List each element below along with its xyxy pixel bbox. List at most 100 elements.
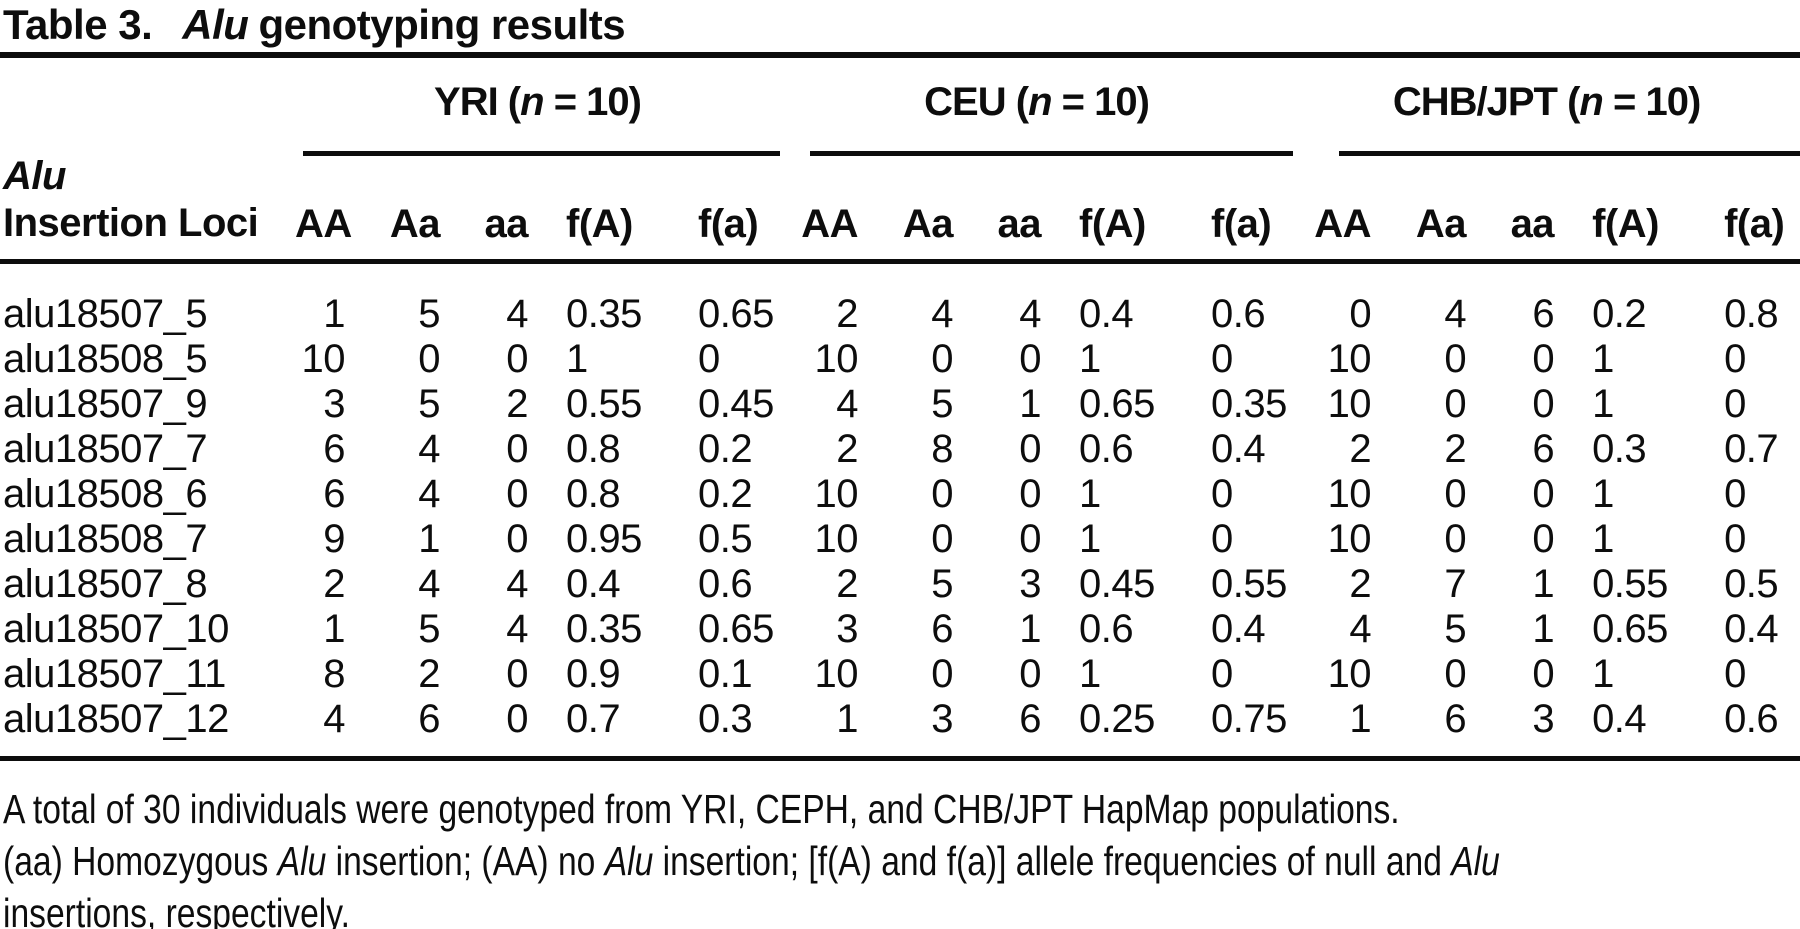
cell-alu18508_5-chb-aa: 0: [1532, 337, 1555, 381]
cell-alu18507_12-yri-f(A): 0.7: [566, 697, 621, 741]
footnote-italic-term: Alu: [604, 838, 654, 884]
col-header-yri-AA: AA: [295, 156, 357, 264]
cell-alu18508_5-ceu-f(a): 0: [1211, 337, 1233, 381]
footnote-italic-term: Alu: [277, 838, 327, 884]
stub-header-line1: Alu: [3, 154, 66, 198]
cell-alu18507_8-yri-AA: 2: [323, 562, 345, 606]
cell-alu18508_7-chb-aa: 0: [1532, 517, 1555, 561]
cell-alu18507_5-ceu-f(A): 0.4: [1079, 292, 1134, 336]
cell-alu18507_7-ceu-f(a): 0.4: [1211, 427, 1266, 471]
col-header-yri-Aa: Aa: [357, 156, 452, 264]
cell-alu18508_7-chb-f(A): 1: [1592, 517, 1614, 561]
cell-alu18507_12-ceu-aa: 6: [1019, 697, 1042, 741]
cell-alu18507_9-ceu-f(A): 0.65: [1079, 382, 1155, 426]
group-label-text: YRI (: [434, 80, 521, 124]
cell-alu18507_8-yri-f(A): 0.4: [566, 562, 621, 606]
cell-alu18507_8-chb-f(A): 0.55: [1592, 562, 1668, 606]
cell-alu18508_7-ceu-f(A): 1: [1079, 517, 1101, 561]
cell-alu18507_9-yri-Aa: 5: [418, 382, 440, 426]
cell-alu18507_10-yri-AA: 1: [323, 607, 345, 651]
cell-alu18507_5-yri-f(A): 0.35: [566, 292, 642, 336]
cell-alu18507_12-chb-f(A): 0.4: [1592, 697, 1647, 741]
cell-alu18507_12-chb-f(a): 0.6: [1724, 697, 1779, 741]
cell-alu18507_9-ceu-Aa: 5: [931, 382, 954, 426]
table-number: Table 3.: [3, 1, 153, 48]
cell-alu18507_7-chb-aa: 6: [1532, 427, 1555, 471]
table-row: alu18508_5 10 0 0 1 0 10 0 0 1 0 10 0 0 1 0: [0, 337, 1800, 382]
footnote-line: insertions, respectively.: [3, 887, 1477, 929]
cell-alu18507_12-ceu-AA: 1: [836, 697, 859, 741]
table-footnotes: A total of 30 individuals were genotyped…: [3, 783, 1800, 929]
cell-alu18508_6-chb-f(a): 0: [1724, 472, 1746, 516]
cell-alu18507_9-ceu-aa: 1: [1019, 382, 1042, 426]
cell-alu18508_5-ceu-aa: 0: [1019, 337, 1042, 381]
cell-alu18507_12-chb-Aa: 6: [1444, 697, 1467, 741]
top-rule: [0, 52, 1800, 58]
locus-label: alu18507_12: [3, 697, 229, 741]
cell-alu18508_5-yri-AA: 10: [301, 337, 346, 381]
group-header-chbjpt: CHB/JPT (n = 10): [1293, 58, 1800, 156]
cell-alu18507_9-ceu-AA: 4: [836, 382, 859, 426]
cell-alu18508_6-ceu-f(a): 0: [1211, 472, 1233, 516]
col-header-ceu-aa: aa: [965, 156, 1054, 264]
cell-alu18508_6-yri-Aa: 4: [418, 472, 440, 516]
table-row: alu18507_8 2 4 4 0.4 0.6 2 5 3 0.45 0.55 2 7 1 0.55 0.5: [0, 562, 1800, 607]
table-title-rest: genotyping results: [258, 1, 626, 48]
group-header-yri: YRI (n = 10): [295, 58, 781, 156]
col-header-ceu-Aa: Aa: [870, 156, 966, 264]
cell-alu18507_8-ceu-f(A): 0.45: [1079, 562, 1155, 606]
cell-alu18507_5-chb-f(a): 0.8: [1724, 292, 1779, 336]
cell-alu18507_11-yri-aa: 0: [506, 652, 528, 696]
group-label-text: = 10): [1051, 80, 1150, 124]
col-header-chb-f(a): f(a): [1684, 156, 1800, 264]
col-header-yri-f(A): f(A): [540, 156, 658, 264]
table-row: alu18507_12 4 6 0 0.7 0.3 1 3 6 0.25 0.75 1 6 3 0.4 0.6: [0, 697, 1800, 742]
footnote-line: A total of 30 individuals were genotyped…: [3, 783, 1477, 835]
cell-alu18507_8-ceu-f(a): 0.55: [1211, 562, 1287, 606]
cell-alu18507_11-yri-Aa: 2: [418, 652, 440, 696]
group-label-text: = 10): [543, 80, 642, 124]
locus-label: alu18507_11: [3, 652, 226, 696]
cell-alu18507_10-chb-aa: 1: [1532, 607, 1555, 651]
cell-alu18507_7-yri-f(A): 0.8: [566, 427, 621, 471]
cell-alu18507_9-yri-f(A): 0.55: [566, 382, 642, 426]
cell-alu18507_8-yri-aa: 4: [506, 562, 528, 606]
cell-alu18507_5-yri-f(a): 0.65: [698, 292, 774, 336]
group-label-text: = 10): [1602, 80, 1701, 124]
table-row: alu18507_9 3 5 2 0.55 0.45 4 5 1 0.65 0.35 10 0 0 1 0: [0, 382, 1800, 427]
stub-header-line2: Insertion Loci: [3, 201, 259, 245]
table-title-italic: Alu: [182, 1, 249, 48]
cell-alu18507_7-chb-Aa: 2: [1444, 427, 1467, 471]
cell-alu18508_5-yri-f(A): 1: [566, 337, 588, 381]
cell-alu18508_6-chb-Aa: 0: [1444, 472, 1467, 516]
cell-alu18507_9-yri-aa: 2: [506, 382, 528, 426]
cell-alu18507_5-yri-aa: 4: [506, 292, 528, 336]
cell-alu18507_5-chb-f(A): 0.2: [1592, 292, 1647, 336]
cell-alu18507_11-chb-f(a): 0: [1724, 652, 1746, 696]
cell-alu18508_7-ceu-aa: 0: [1019, 517, 1042, 561]
cell-alu18507_7-yri-Aa: 4: [418, 427, 440, 471]
table-title: Table 3. Alu genotyping results: [0, 2, 1800, 48]
table-body: alu18507_5 1 5 4 0.35 0.65 2 4 4 0.4 0.6 0 4 6 0.2 0.8 a…: [0, 262, 1800, 743]
cell-alu18508_6-yri-aa: 0: [506, 472, 528, 516]
locus-label: alu18507_7: [3, 427, 208, 471]
cell-alu18507_12-yri-Aa: 6: [418, 697, 440, 741]
cell-alu18507_10-ceu-f(A): 0.6: [1079, 607, 1134, 651]
group-label-n: n: [1579, 80, 1603, 124]
col-header-chb-Aa: Aa: [1383, 156, 1479, 264]
subheader-row: AA Aa aa f(A) f(a) AA Aa aa f(A) f(a) AA Aa aa f(A) f(…: [0, 156, 1800, 264]
cell-alu18507_5-ceu-AA: 2: [836, 292, 859, 336]
cell-alu18507_10-yri-f(a): 0.65: [698, 607, 774, 651]
locus-label: alu18508_6: [3, 472, 208, 516]
cell-alu18508_5-yri-f(a): 0: [698, 337, 720, 381]
cell-alu18508_5-chb-f(a): 0: [1724, 337, 1746, 381]
cell-alu18508_6-ceu-AA: 10: [814, 472, 859, 516]
cell-alu18508_7-chb-Aa: 0: [1444, 517, 1467, 561]
cell-alu18508_7-yri-f(a): 0.5: [698, 517, 753, 561]
footnote-italic-term: Alu: [1451, 838, 1500, 884]
table-row: alu18508_6 6 4 0 0.8 0.2 10 0 0 1 0 10 0 0 1 0: [0, 472, 1800, 517]
cell-alu18508_6-chb-aa: 0: [1532, 472, 1555, 516]
locus-label: alu18508_7: [3, 517, 208, 561]
cell-alu18508_5-chb-f(A): 1: [1592, 337, 1614, 381]
table-row: alu18507_5 1 5 4 0.35 0.65 2 4 4 0.4 0.6 0 4 6 0.2 0.8: [0, 262, 1800, 338]
